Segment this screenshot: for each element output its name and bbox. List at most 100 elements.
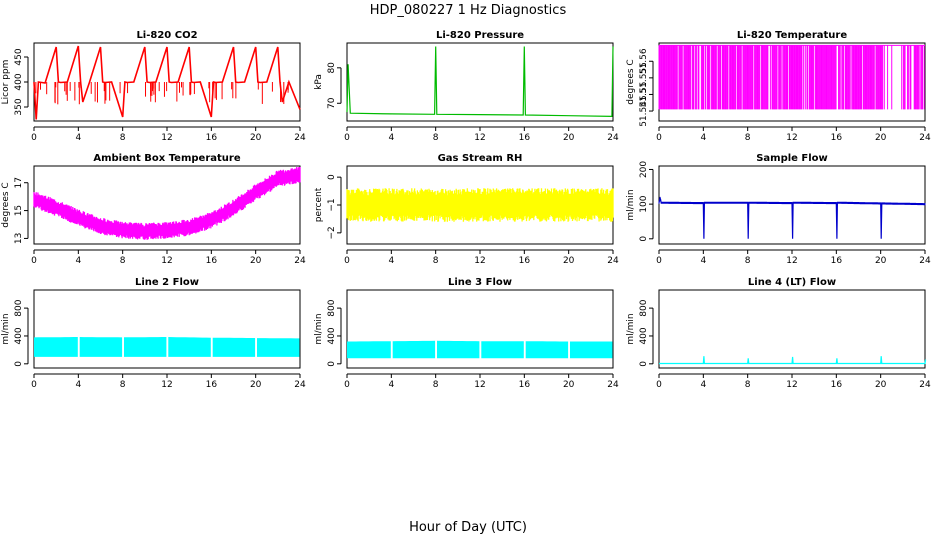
- x-tick-label: 12: [474, 256, 485, 266]
- series-area: [392, 340, 436, 359]
- series-area: [525, 341, 569, 359]
- x-tick-label: 16: [831, 133, 843, 143]
- x-tick-label: 4: [388, 133, 394, 143]
- chart-title: Gas Stream RH: [438, 153, 523, 164]
- plot-frame: [346, 289, 614, 369]
- x-tick-label: 24: [294, 133, 306, 143]
- chart-title: Ambient Box Temperature: [93, 153, 240, 164]
- x-tick-label: 8: [120, 380, 126, 390]
- series-area: [481, 341, 524, 359]
- chart-panel: Line 2 Flow ml/min 0 4 8 12 16 20 24 0 400 800: [1, 277, 306, 390]
- chart-title: Li-820 Pressure: [436, 30, 524, 41]
- chart-title: Line 4 (LT) Flow: [748, 277, 836, 288]
- chart-title: Line 3 Flow: [448, 277, 512, 288]
- y-tick-label: 100: [639, 195, 649, 212]
- chart-panel: Gas Stream RH percent 0 4 8 12 16 20 24 −2 −1 0: [314, 153, 619, 266]
- y-tick-label: 0: [639, 236, 649, 242]
- x-tick-label: 20: [250, 380, 262, 390]
- y-tick-label: 70: [327, 97, 337, 109]
- x-tick-label: 8: [433, 256, 439, 266]
- y-axis-label: percent: [314, 187, 324, 222]
- x-tick-label: 16: [206, 133, 218, 143]
- x-tick-label: 0: [344, 256, 350, 266]
- chart-panel: Li-820 CO2 Licor ppm 0 4 8 12 16 20 24 350 400 450: [1, 30, 306, 143]
- y-tick-label: 400: [14, 73, 24, 90]
- x-tick-label: 8: [745, 133, 751, 143]
- x-tick-label: 20: [563, 133, 575, 143]
- y-tick-label: 0: [14, 361, 24, 367]
- x-tick-label: 24: [607, 133, 619, 143]
- x-tick-label: 20: [250, 133, 262, 143]
- y-axis-label: Licor ppm: [1, 60, 11, 105]
- x-tick-label: 16: [831, 380, 843, 390]
- series-area: [34, 337, 78, 357]
- y-tick-label: 200: [639, 161, 649, 178]
- x-tick-label: 12: [161, 380, 172, 390]
- y-tick-label: 80: [327, 62, 337, 74]
- chart-title: Line 2 Flow: [135, 277, 199, 288]
- y-tick-label: 800: [14, 299, 24, 316]
- x-tick-label: 8: [120, 133, 126, 143]
- y-tick-label: 51.555: [639, 62, 649, 94]
- x-tick-label: 12: [786, 380, 797, 390]
- figure-x-label: Hour of Day (UTC): [409, 520, 527, 535]
- x-tick-label: 12: [474, 133, 485, 143]
- y-axis-label: ml/min: [314, 313, 324, 344]
- chart-panel: Li-820 Temperature degrees C 0 4 8 12 16 20 24 51…: [626, 30, 931, 143]
- x-tick-label: 0: [344, 133, 350, 143]
- x-tick-label: 16: [206, 256, 218, 266]
- y-axis-label: ml/min: [626, 313, 636, 344]
- x-tick-label: 12: [786, 256, 797, 266]
- chart-title: Li-820 Temperature: [737, 30, 847, 41]
- y-tick-label: 0: [327, 174, 337, 180]
- x-tick-label: 4: [75, 133, 81, 143]
- x-tick-label: 24: [607, 380, 619, 390]
- x-tick-label: 0: [656, 380, 662, 390]
- x-tick-label: 4: [75, 256, 81, 266]
- y-tick-label: 0: [639, 361, 649, 367]
- x-tick-label: 24: [919, 256, 931, 266]
- y-axis-label: kPa: [314, 74, 324, 90]
- x-tick-label: 24: [294, 256, 306, 266]
- x-tick-label: 4: [388, 256, 394, 266]
- chart-panel: Line 3 Flow ml/min 0 4 8 12 16 20 24 0 400 800: [314, 277, 619, 390]
- y-tick-label: 15: [14, 205, 24, 216]
- series-area: [347, 341, 391, 359]
- y-tick-label: 0: [327, 361, 337, 367]
- x-tick-label: 12: [474, 380, 485, 390]
- series-noise: [33, 167, 301, 240]
- series-line: [33, 173, 301, 233]
- series-area: [168, 337, 211, 357]
- x-tick-label: 20: [563, 256, 575, 266]
- y-tick-label: 51.55: [639, 82, 649, 108]
- x-tick-label: 16: [519, 380, 531, 390]
- chart-title: Li-820 CO2: [136, 30, 197, 41]
- y-tick-label: 13: [14, 233, 24, 244]
- x-tick-label: 16: [831, 256, 843, 266]
- x-tick-label: 20: [875, 380, 887, 390]
- y-tick-label: 800: [327, 299, 337, 316]
- x-tick-label: 20: [875, 133, 887, 143]
- x-tick-label: 4: [700, 256, 706, 266]
- plot-frame: [33, 289, 301, 369]
- chart-panel: Ambient Box Temperature degrees C 0 4 8 12 16 2…: [1, 153, 306, 266]
- x-tick-label: 8: [120, 256, 126, 266]
- x-tick-label: 4: [700, 380, 706, 390]
- y-tick-label: 51.545: [639, 95, 649, 127]
- y-axis-label: ml/min: [626, 189, 636, 220]
- chart-title: Sample Flow: [756, 153, 828, 164]
- y-tick-label: 350: [14, 98, 24, 115]
- x-tick-label: 24: [294, 380, 306, 390]
- x-tick-label: 4: [75, 380, 81, 390]
- y-tick-label: 17: [14, 177, 24, 188]
- y-axis-label: degrees C: [626, 59, 636, 104]
- x-tick-label: 12: [161, 133, 172, 143]
- series-area: [124, 337, 167, 357]
- y-tick-label: 800: [639, 299, 649, 316]
- y-tick-label: 400: [327, 327, 337, 344]
- y-tick-label: 400: [639, 327, 649, 344]
- chart-panel: Sample Flow ml/min 0 4 8 12 16 20 24 0 100 200: [626, 153, 931, 266]
- x-tick-label: 16: [519, 133, 531, 143]
